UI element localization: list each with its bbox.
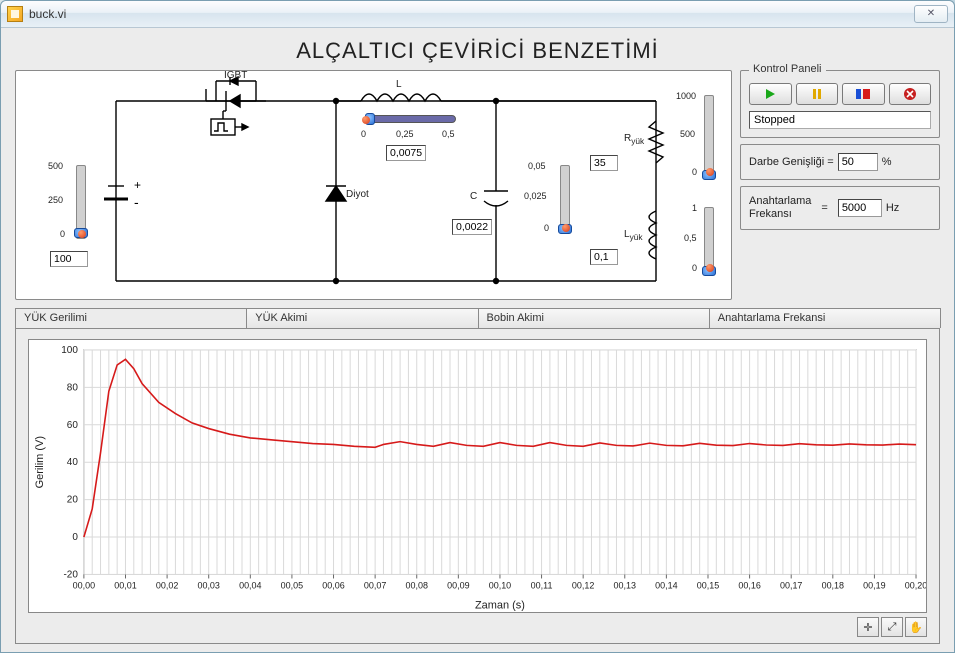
control-panel-legend: Kontrol Paneli — [749, 63, 826, 75]
tool-pan[interactable]: ✋ — [905, 617, 927, 637]
slider-l[interactable] — [364, 115, 456, 123]
svg-text:+: + — [134, 178, 141, 192]
svg-text:00,20: 00,20 — [905, 580, 926, 590]
tick-r-0: 0 — [692, 167, 697, 177]
svg-text:00,14: 00,14 — [655, 580, 677, 590]
tick-c-0: 0 — [544, 223, 549, 233]
svg-text:00,04: 00,04 — [239, 580, 261, 590]
tick-ly-1: 1 — [692, 203, 697, 213]
label-diode: Diyot — [346, 189, 369, 200]
svg-text:00,08: 00,08 — [406, 580, 428, 590]
slider-vin[interactable] — [76, 165, 86, 239]
svg-text:100: 100 — [61, 345, 78, 356]
window-close-button[interactable]: ✕ — [914, 5, 948, 23]
tick-l-0: 0 — [361, 129, 366, 139]
svg-text:00,19: 00,19 — [863, 580, 885, 590]
schematic-panel: + - — [15, 70, 732, 300]
display-vin[interactable]: 100 — [50, 251, 88, 267]
tool-zoom[interactable]: ⤢ — [881, 617, 903, 637]
tabs-container: YÜK Gerilimi YÜK Akimi Bobin Akimi Anaht… — [15, 308, 940, 644]
tab-bobin-akimi[interactable]: Bobin Akimi — [478, 308, 710, 328]
content-area: ALÇALTICI ÇEVİRİCİ BENZETİMİ — [1, 28, 954, 652]
tick-vin-0: 0 — [60, 229, 65, 239]
tick-r-1000: 1000 — [676, 91, 696, 101]
labview-icon — [7, 6, 23, 22]
abort-button[interactable] — [889, 83, 932, 105]
svg-text:00,12: 00,12 — [572, 580, 594, 590]
svg-text:00,18: 00,18 — [822, 580, 844, 590]
svg-text:0: 0 — [72, 532, 78, 543]
tick-l-05: 0,5 — [442, 129, 455, 139]
svg-text:Gerilim (V): Gerilim (V) — [34, 436, 46, 488]
chart-box: -20 0 20 40 60 80 100 00,00 00,01 00,02 00,03 00,04… — [28, 339, 927, 613]
display-c[interactable]: 0,0022 — [452, 219, 492, 235]
window-title: buck.vi — [29, 7, 66, 21]
display-ryuk[interactable]: 35 — [590, 155, 618, 171]
svg-text:00,01: 00,01 — [114, 580, 136, 590]
duty-group: Darbe Genişliği = % — [740, 144, 940, 180]
svg-text:00,09: 00,09 — [447, 580, 469, 590]
slider-c[interactable] — [560, 165, 570, 233]
tab-yuk-akimi[interactable]: YÜK Akimi — [246, 308, 478, 328]
freq-unit: Hz — [886, 202, 899, 214]
display-lyuk[interactable]: 0,1 — [590, 249, 618, 265]
svg-text:00,13: 00,13 — [614, 580, 636, 590]
svg-text:-: - — [134, 194, 139, 210]
tick-r-500: 500 — [680, 129, 695, 139]
svg-text:-20: -20 — [63, 569, 78, 580]
svg-text:00,06: 00,06 — [322, 580, 344, 590]
titlebar: buck.vi ✕ — [1, 1, 954, 28]
label-c: C — [470, 191, 477, 202]
duty-input[interactable] — [838, 153, 878, 171]
tab-yuk-gerilimi[interactable]: YÜK Gerilimi — [15, 308, 247, 328]
svg-text:40: 40 — [67, 457, 79, 468]
display-l[interactable]: 0,0075 — [386, 145, 426, 161]
svg-text:00,10: 00,10 — [489, 580, 511, 590]
tool-crosshair[interactable]: ✛ — [857, 617, 879, 637]
svg-text:80: 80 — [67, 382, 79, 393]
freq-eq: = — [821, 202, 827, 214]
stop-button[interactable] — [842, 83, 885, 105]
svg-text:00,05: 00,05 — [281, 580, 303, 590]
label-ryuk: Ryük — [624, 133, 644, 146]
svg-text:00,07: 00,07 — [364, 580, 386, 590]
tick-ly-0: 0 — [692, 263, 697, 273]
slider-ryuk[interactable] — [704, 95, 714, 177]
tick-ly-05: 0,5 — [684, 233, 697, 243]
status-display: Stopped — [749, 111, 931, 129]
tick-vin-250: 250 — [48, 195, 63, 205]
svg-text:20: 20 — [67, 494, 79, 505]
control-panel-group: Kontrol Paneli — [740, 70, 940, 138]
chart-svg: -20 0 20 40 60 80 100 00,00 00,01 00,02 00,03 00,04… — [29, 340, 926, 612]
tick-l-025: 0,25 — [396, 129, 414, 139]
label-l: L — [396, 79, 402, 90]
duty-unit: % — [882, 156, 892, 168]
slider-lyuk[interactable] — [704, 207, 714, 273]
run-button[interactable] — [749, 83, 792, 105]
svg-text:00,17: 00,17 — [780, 580, 802, 590]
freq-group: Anahtarlama Frekansı = Hz — [740, 186, 940, 230]
svg-text:00,02: 00,02 — [156, 580, 178, 590]
page-title: ALÇALTICI ÇEVİRİCİ BENZETİMİ — [15, 38, 940, 64]
svg-text:60: 60 — [67, 419, 79, 430]
tick-c-005: 0,05 — [528, 161, 546, 171]
svg-text:00,00: 00,00 — [73, 580, 95, 590]
label-igbt: IGBT — [224, 70, 247, 81]
svg-text:00,15: 00,15 — [697, 580, 719, 590]
freq-label1: Anahtarlama — [749, 195, 811, 208]
app-window: buck.vi ✕ ALÇALTICI ÇEVİRİCİ BENZETİMİ — [0, 0, 955, 653]
tick-vin-500: 500 — [48, 161, 63, 171]
svg-text:00,03: 00,03 — [197, 580, 219, 590]
svg-text:Zaman (s): Zaman (s) — [475, 599, 525, 611]
svg-text:00,16: 00,16 — [738, 580, 760, 590]
pause-button[interactable] — [796, 83, 839, 105]
tab-anahtarlama-frekansi[interactable]: Anahtarlama Frekansi — [709, 308, 941, 328]
tab-panel: -20 0 20 40 60 80 100 00,00 00,01 00,02 00,03 00,04… — [15, 328, 940, 644]
svg-text:00,11: 00,11 — [531, 580, 553, 590]
duty-label: Darbe Genişliği = — [749, 156, 834, 168]
freq-input[interactable] — [838, 199, 882, 217]
label-lyuk: Lyük — [624, 229, 643, 242]
tick-c-0025: 0,025 — [524, 191, 547, 201]
freq-label2: Frekansı — [749, 208, 811, 221]
